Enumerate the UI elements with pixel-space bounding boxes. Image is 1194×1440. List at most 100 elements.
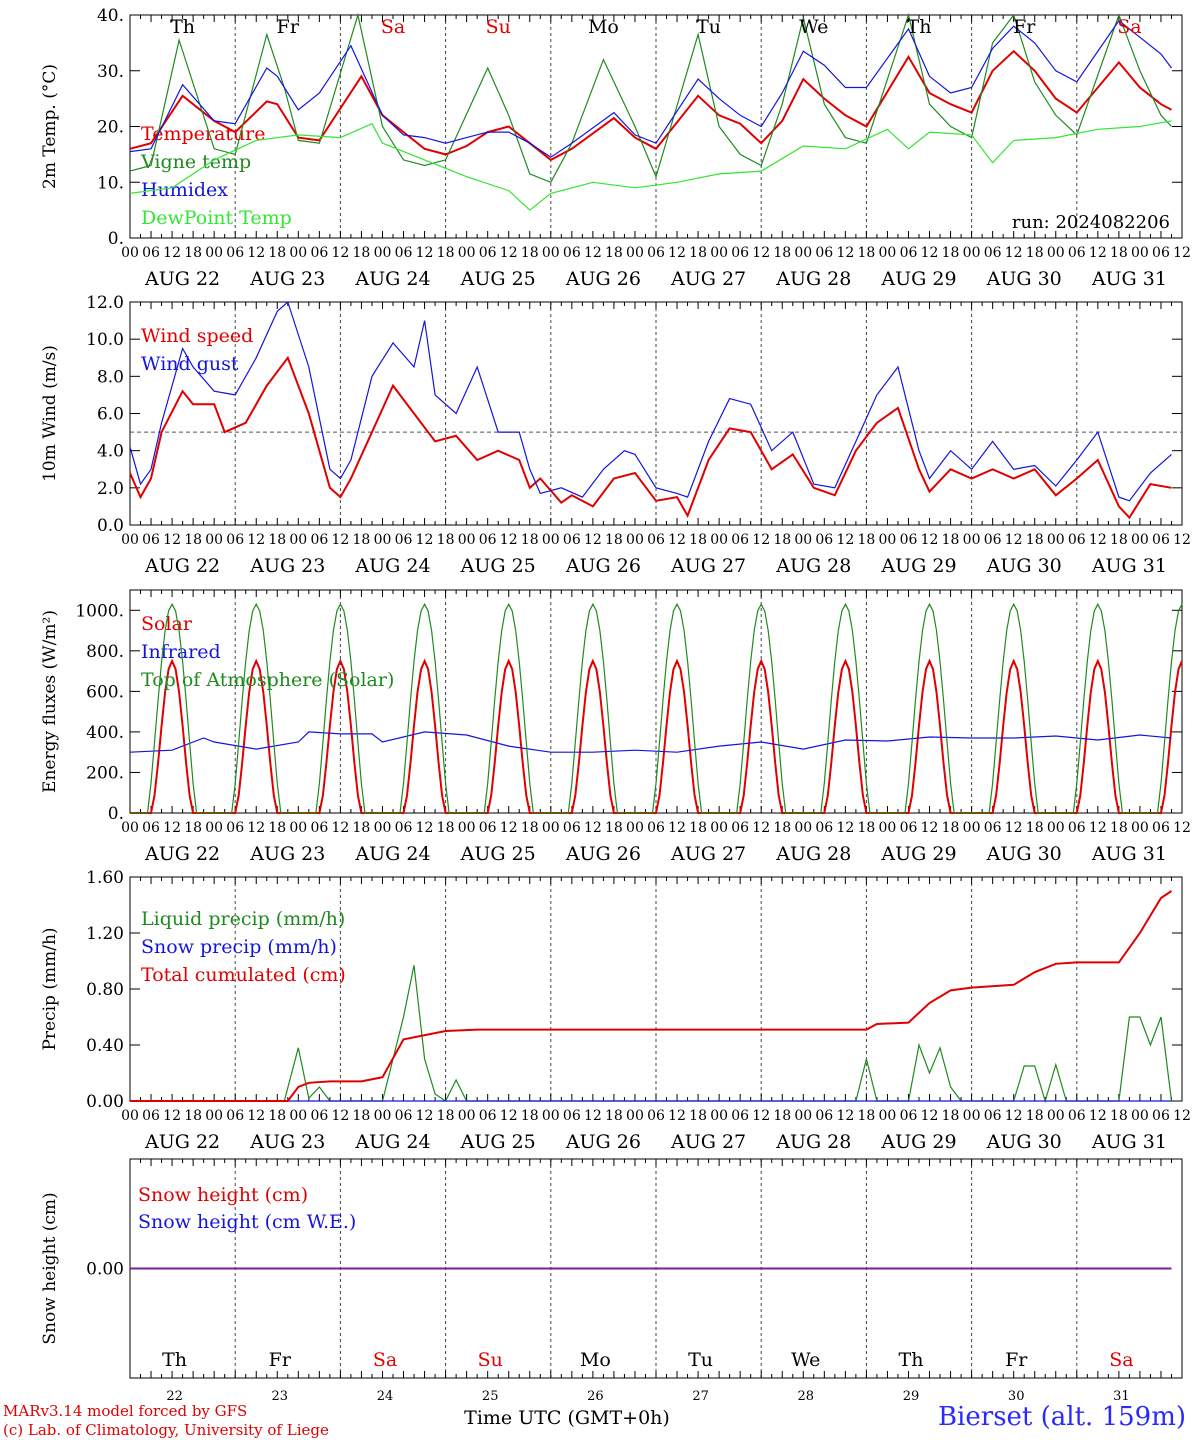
hour-tick-label: 06 (563, 532, 581, 548)
date-label: AUG 29 (880, 268, 956, 290)
hour-tick-label: 00 (205, 1108, 223, 1124)
panel-frame (129, 301, 1183, 526)
day-number-label: 28 (798, 1389, 815, 1404)
hour-tick-label: 18 (689, 1108, 707, 1124)
hour-tick-label: 06 (1068, 532, 1086, 548)
hour-tick-label: 06 (310, 245, 328, 261)
hour-tick-label: 00 (289, 245, 307, 261)
hour-tick-label: 18 (857, 532, 875, 548)
hour-tick-label: 06 (142, 532, 160, 548)
hour-tick-label: 12 (1173, 245, 1191, 261)
legend-entry: Vigne temp (140, 151, 251, 173)
date-label: AUG 30 (986, 555, 1062, 577)
hour-tick-label: 12 (163, 245, 181, 261)
date-label: AUG 28 (775, 268, 851, 290)
hour-tick-label: 06 (1068, 245, 1086, 261)
weekday-label: We (799, 16, 828, 38)
weekday-label: Su (486, 16, 511, 38)
hour-tick-label: 06 (310, 820, 328, 836)
hour-tick-label: 00 (963, 820, 981, 836)
hour-tick-label: 00 (458, 532, 476, 548)
series-line (129, 19, 1172, 158)
hour-tick-label: 00 (626, 245, 644, 261)
y-tick-label: 800. (86, 642, 124, 662)
hour-tick-label: 06 (815, 820, 833, 836)
date-label: AUG 24 (354, 268, 430, 290)
date-label: AUG 27 (670, 1131, 746, 1153)
hour-tick-label: 06 (815, 532, 833, 548)
weekday-label: Sa (373, 1349, 397, 1371)
hour-tick-label: 18 (857, 1108, 875, 1124)
hour-tick-label: 12 (247, 532, 265, 548)
hour-tick-label: 00 (1131, 532, 1149, 548)
hour-tick-label: 12 (752, 820, 770, 836)
date-label: AUG 26 (565, 1131, 641, 1153)
hour-tick-label: 12 (1173, 532, 1191, 548)
date-label: AUG 23 (249, 268, 325, 290)
hour-tick-label: 00 (1131, 245, 1149, 261)
weekday-label: Fr (269, 1349, 292, 1371)
date-label: AUG 31 (1091, 1131, 1167, 1153)
hour-tick-label: 06 (900, 245, 918, 261)
hour-tick-label: 18 (521, 245, 539, 261)
hour-tick-label: 06 (395, 820, 413, 836)
legend-entry: Liquid precip (mm/h) (141, 908, 345, 930)
series-line (130, 602, 1183, 814)
hour-tick-label: 06 (310, 532, 328, 548)
hour-tick-label: 18 (857, 245, 875, 261)
hour-tick-label: 00 (879, 820, 897, 836)
hour-tick-label: 06 (142, 245, 160, 261)
day-number-label: 22 (166, 1389, 183, 1404)
hour-tick-label: 18 (689, 245, 707, 261)
legend-entry: DewPoint Temp (141, 207, 292, 229)
hour-tick-label: 12 (331, 532, 349, 548)
hour-tick-label: 06 (647, 820, 665, 836)
hour-tick-label: 06 (1152, 245, 1170, 261)
hour-tick-label: 12 (500, 1108, 518, 1124)
hour-tick-label: 18 (437, 245, 455, 261)
date-label: AUG 26 (565, 268, 641, 290)
hour-tick-label: 12 (1089, 820, 1107, 836)
hour-tick-label: 00 (1131, 1108, 1149, 1124)
date-label: AUG 31 (1091, 843, 1167, 865)
hour-tick-label: 12 (1005, 1108, 1023, 1124)
hour-tick-label: 00 (794, 820, 812, 836)
date-label: AUG 25 (460, 1131, 536, 1153)
time-axis-label: Time UTC (GMT+0h) (464, 1407, 670, 1429)
hour-tick-label: 12 (752, 532, 770, 548)
hour-tick-label: 00 (205, 532, 223, 548)
hour-tick-label: 12 (1089, 532, 1107, 548)
hour-tick-label: 06 (731, 532, 749, 548)
hour-tick-label: 18 (773, 820, 791, 836)
hour-tick-label: 18 (1110, 245, 1128, 261)
hour-tick-label: 18 (184, 245, 202, 261)
hour-tick-label: 18 (1026, 820, 1044, 836)
hour-tick-label: 00 (794, 532, 812, 548)
legend-entry: Snow height (cm) (138, 1184, 308, 1206)
date-label: AUG 24 (354, 843, 430, 865)
hour-tick-label: 12 (416, 532, 434, 548)
hour-tick-label: 00 (710, 532, 728, 548)
hour-tick-label: 00 (1047, 245, 1065, 261)
legend-entry: Humidex (141, 179, 228, 201)
hour-tick-label: 06 (900, 1108, 918, 1124)
weekday-label: Th (162, 1349, 187, 1371)
hour-tick-label: 00 (374, 532, 392, 548)
hour-tick-label: 18 (521, 532, 539, 548)
hour-tick-label: 18 (1026, 1108, 1044, 1124)
hour-tick-label: 06 (563, 245, 581, 261)
date-label: AUG 22 (144, 268, 220, 290)
hour-tick-label: 12 (921, 1108, 939, 1124)
hour-tick-label: 12 (1005, 245, 1023, 261)
hour-tick-label: 00 (121, 820, 139, 836)
hour-tick-label: 06 (1152, 532, 1170, 548)
y-tick-label: 1000. (75, 601, 124, 621)
hour-tick-label: 18 (184, 1108, 202, 1124)
hour-tick-label: 18 (942, 1108, 960, 1124)
legend-entry: Wind speed (141, 325, 253, 347)
hour-tick-label: 00 (626, 532, 644, 548)
date-label: AUG 27 (670, 268, 746, 290)
hour-tick-label: 12 (416, 1108, 434, 1124)
hour-tick-label: 18 (437, 1108, 455, 1124)
hour-tick-label: 12 (163, 1108, 181, 1124)
